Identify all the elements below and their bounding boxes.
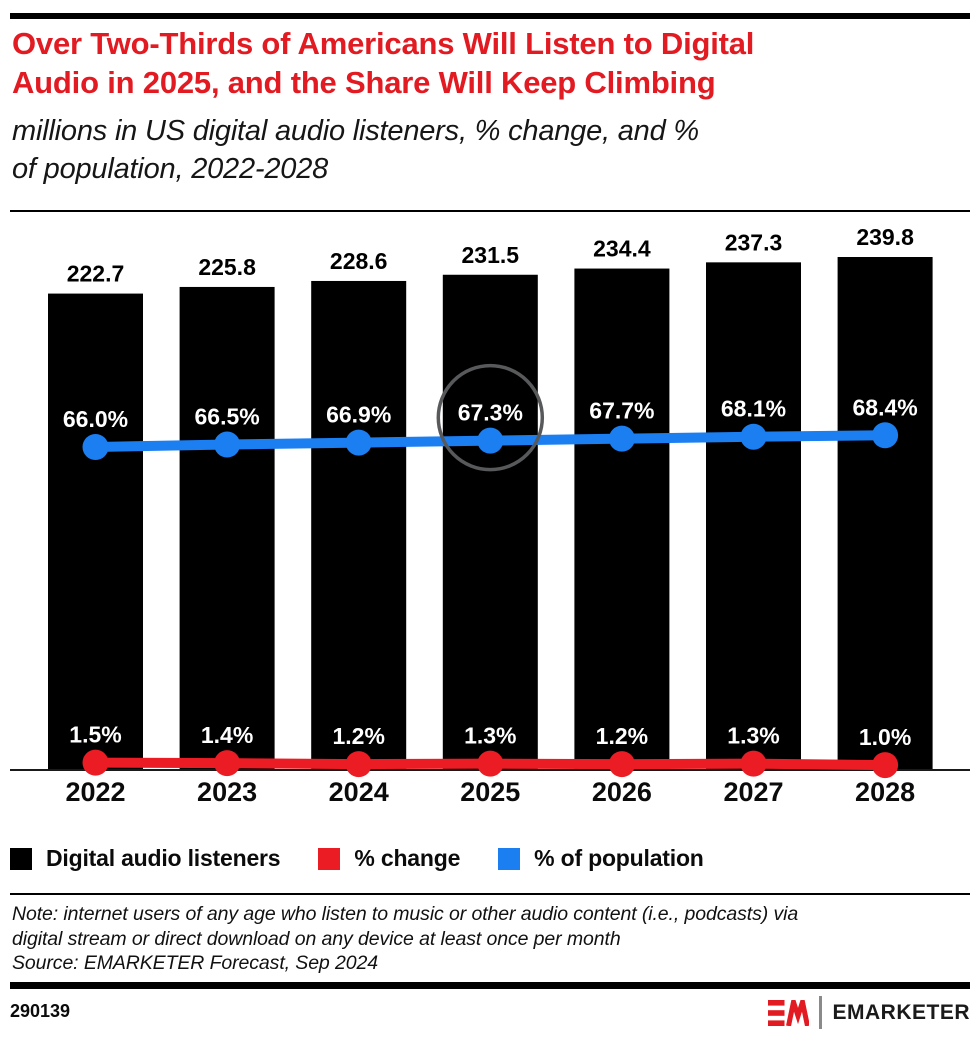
legend: Digital audio listeners % change % of po… (10, 845, 704, 872)
bottom-divider-bar (10, 982, 970, 989)
of-population-value-label-2026: 67.7% (589, 398, 654, 424)
legend-swatch-blue-icon (498, 847, 521, 870)
x-axis-label-2028: 2028 (855, 777, 915, 807)
of-population-value-label-2028: 68.4% (852, 394, 917, 420)
bar-2026 (574, 268, 670, 770)
legend-label-pct-of-population: % of population (534, 845, 704, 871)
bar-2024 (311, 280, 407, 770)
change-value-label-2023: 1.4% (201, 722, 253, 748)
change-point-2025 (477, 750, 504, 777)
chart-id: 290139 (10, 1001, 71, 1021)
of-population-point-2027 (740, 423, 767, 450)
of-population-point-2023 (214, 431, 241, 458)
bar-value-label-2022: 222.7 (67, 261, 125, 287)
of-population-point-2022 (82, 433, 109, 460)
highlight-circle-2025 (436, 363, 545, 472)
bar-2027 (706, 262, 801, 770)
change-point-2024 (345, 751, 372, 778)
chart-subtitle-line: millions in US digital audio listeners, … (12, 115, 699, 147)
bar-2023 (179, 286, 275, 770)
x-axis-label-2022: 2022 (65, 777, 125, 807)
bar-2028 (837, 257, 933, 770)
legend-swatch-black-icon (10, 847, 32, 870)
bar-value-label-2026: 234.4 (593, 236, 651, 262)
change-point-2023 (214, 750, 241, 777)
legend-item-digital-audio-listeners: Digital audio listeners (10, 845, 281, 872)
of-population-point-2024 (345, 429, 372, 456)
emarketer-monogram-icon (768, 999, 810, 1026)
logo-separator (819, 996, 823, 1029)
change-value-label-2022: 1.5% (69, 722, 121, 748)
change-value-label-2025: 1.3% (464, 723, 516, 749)
of-population-value-label-2027: 68.1% (721, 396, 786, 422)
footer-divider-line (10, 893, 970, 895)
top-divider-bar (10, 13, 970, 19)
x-axis-label-2023: 2023 (197, 777, 257, 807)
bar-2025 (442, 274, 538, 770)
change-point-2026 (608, 751, 635, 778)
emarketer-logo: EMARKETER (768, 996, 970, 1029)
bar-value-label-2027: 237.3 (725, 229, 783, 255)
legend-item-pct-change: % change (318, 845, 460, 872)
legend-label-digital-audio-listeners: Digital audio listeners (46, 845, 281, 871)
change-value-label-2028: 1.0% (859, 724, 911, 750)
source-line: Source: EMARKETER Forecast, Sep 2024 (12, 952, 378, 974)
bar-value-label-2024: 228.6 (330, 248, 388, 274)
of-population-point-2025 (477, 427, 504, 454)
x-axis-label-2024: 2024 (329, 777, 389, 807)
chart-title-line: Over Two-Thirds of Americans Will Listen… (12, 26, 755, 61)
chart-title: Over Two-Thirds of Americans Will Listen… (12, 24, 952, 102)
change-point-2027 (740, 750, 767, 777)
chart-title-line: Audio in 2025, and the Share Will Keep C… (12, 65, 716, 100)
change-value-label-2026: 1.2% (596, 723, 648, 749)
of-population-value-label-2022: 66.0% (63, 406, 128, 432)
brand-name: EMARKETER (832, 1000, 970, 1024)
legend-item-pct-of-population: % of population (498, 845, 704, 872)
change-point-2028 (872, 752, 899, 779)
x-axis-label-2026: 2026 (592, 777, 652, 807)
chart-subtitle-line: of population, 2022-2028 (12, 153, 329, 185)
footnote: Note: internet users of any age who list… (12, 902, 962, 976)
of-population-value-label-2024: 66.9% (326, 402, 391, 428)
x-axis-label-2025: 2025 (460, 777, 520, 807)
x-axis-label-2027: 2027 (723, 777, 783, 807)
bar-value-label-2023: 225.8 (198, 254, 256, 280)
change-value-label-2027: 1.3% (727, 723, 779, 749)
footnote-line: Note: internet users of any age who list… (12, 903, 799, 925)
legend-label-pct-change: % change (354, 845, 461, 871)
bar-value-label-2025: 231.5 (462, 242, 520, 268)
bar-value-label-2028: 239.8 (856, 224, 914, 250)
of-population-value-label-2025: 67.3% (458, 400, 523, 426)
chart-subtitle: millions in US digital audio listeners, … (12, 112, 952, 188)
change-value-label-2024: 1.2% (332, 723, 384, 749)
legend-swatch-red-icon (318, 847, 341, 870)
change-point-2022 (82, 749, 109, 776)
combo-chart: 222.7 225.8 228.6 231.5 234.4 237.3 239.8 1.5% 1… (10, 224, 970, 807)
of-population-point-2026 (608, 425, 635, 452)
of-population-point-2028 (872, 422, 899, 449)
footnote-line: digital stream or direct download on any… (12, 927, 621, 950)
of-population-value-label-2023: 66.5% (194, 404, 259, 430)
bar-2022 (48, 293, 143, 770)
header-divider-line (10, 210, 970, 212)
